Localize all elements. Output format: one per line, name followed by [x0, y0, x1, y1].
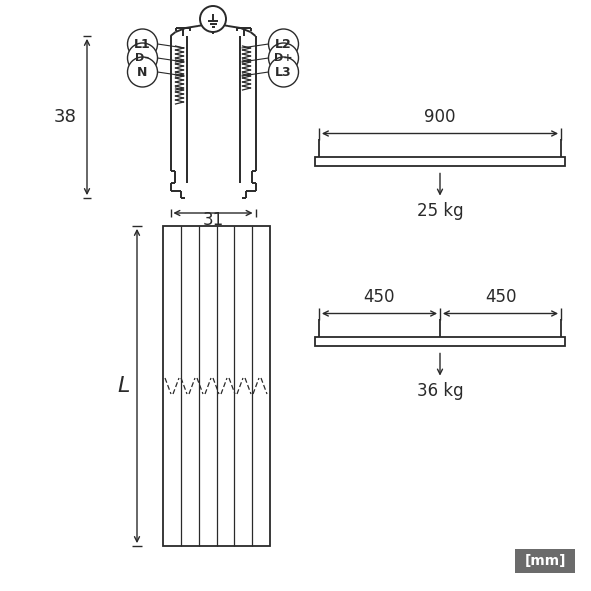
Text: 36 kg: 36 kg	[417, 382, 463, 401]
Text: L2: L2	[275, 37, 292, 50]
Text: 38: 38	[54, 108, 77, 126]
Text: N: N	[137, 66, 148, 79]
Text: L1: L1	[134, 37, 151, 50]
Text: 900: 900	[424, 108, 456, 125]
Circle shape	[128, 29, 157, 59]
Circle shape	[268, 57, 298, 87]
Circle shape	[268, 29, 298, 59]
Circle shape	[200, 6, 226, 32]
Text: 450: 450	[485, 287, 517, 306]
Text: 31: 31	[202, 211, 223, 229]
Bar	[315, 157, 565, 165]
Text: D-: D-	[135, 53, 150, 63]
Text: [mm]: [mm]	[524, 554, 566, 568]
Circle shape	[268, 43, 298, 73]
Bar	[315, 336, 565, 346]
Circle shape	[128, 57, 157, 87]
Text: D+: D+	[274, 53, 293, 63]
Text: L: L	[118, 376, 130, 396]
Bar	[515, 549, 575, 573]
Circle shape	[128, 43, 157, 73]
Text: 25 kg: 25 kg	[417, 203, 463, 220]
Text: L3: L3	[275, 66, 292, 79]
Text: 450: 450	[363, 287, 395, 306]
Bar	[163, 226, 270, 546]
